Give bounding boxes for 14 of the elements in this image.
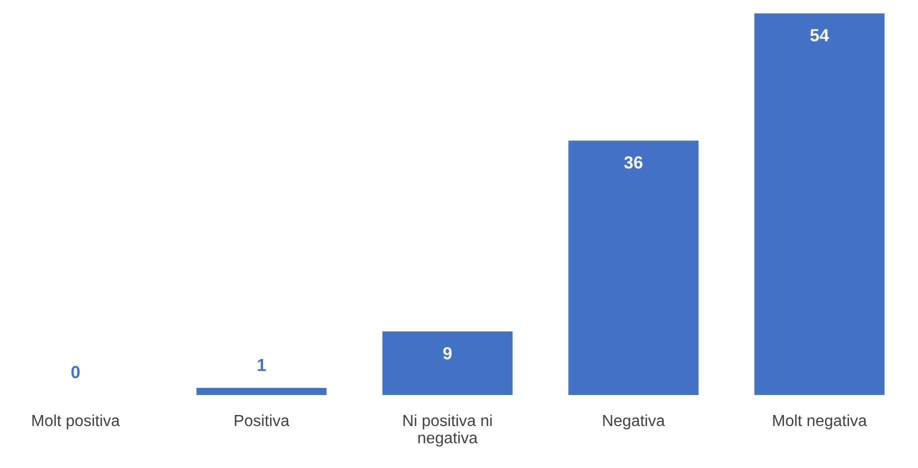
bar xyxy=(196,388,327,395)
x-tick-label: Negativa xyxy=(603,414,665,430)
x-tick-label: Positiva xyxy=(234,414,290,426)
bar xyxy=(754,13,885,395)
data-label: 9 xyxy=(443,347,452,360)
data-label: 0 xyxy=(71,366,80,378)
x-tick-label: Ni positiva ni negativa xyxy=(404,414,492,447)
bar xyxy=(382,331,513,395)
x-tick-label: Molt positiva xyxy=(32,414,120,430)
data-label: 1 xyxy=(258,359,266,371)
x-tick-label: Molt negativa xyxy=(773,414,867,430)
data-label: 36 xyxy=(624,156,642,169)
bar xyxy=(568,140,699,395)
data-label: 54 xyxy=(810,29,829,42)
